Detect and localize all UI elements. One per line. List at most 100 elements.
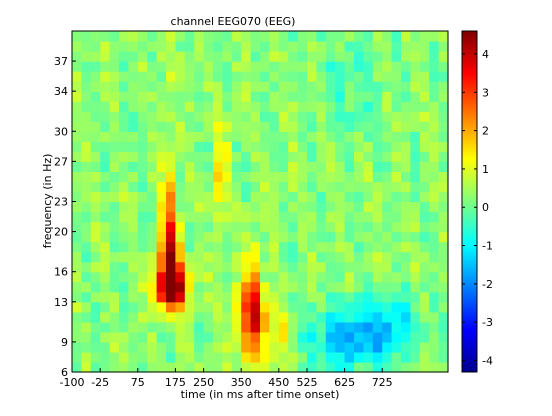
heatmap-cell (325, 281, 336, 293)
heatmap-cell (269, 91, 280, 102)
heatmap-cell (382, 101, 393, 112)
heatmap-cell (175, 191, 186, 203)
heatmap-cell (354, 131, 364, 142)
heatmap-cell (307, 321, 317, 333)
heatmap-cell (137, 41, 148, 52)
heatmap-cell (260, 41, 270, 52)
heatmap-cell (147, 241, 158, 253)
heatmap-cell (156, 61, 167, 72)
heatmap-cell (307, 231, 317, 243)
heatmap-cell (213, 191, 223, 203)
heatmap-cell (100, 281, 111, 293)
heatmap-cell (109, 111, 120, 122)
colorbar-tick-label: -2 (482, 278, 493, 291)
heatmap-cell (391, 271, 402, 283)
heatmap-cell (344, 51, 355, 62)
heatmap-cell (372, 61, 383, 72)
heatmap-cell (109, 151, 120, 162)
heatmap-cell (260, 141, 270, 152)
heatmap-cell (269, 141, 280, 152)
heatmap-cell (137, 281, 148, 293)
heatmap-cell (241, 131, 252, 142)
heatmap-cell (72, 31, 82, 42)
heatmap-cell (119, 141, 129, 152)
heatmap-cell (363, 71, 374, 82)
heatmap-cell (344, 161, 355, 173)
heatmap-cell (147, 171, 158, 183)
heatmap-cell (72, 141, 82, 152)
heatmap-cell (231, 91, 242, 102)
heatmap-cell (401, 131, 411, 142)
heatmap-cell (401, 91, 411, 102)
heatmap-cell (278, 301, 289, 313)
heatmap-cell (166, 131, 176, 142)
heatmap-cell (213, 251, 223, 263)
heatmap-cell (335, 111, 346, 122)
heatmap-cell (250, 141, 261, 152)
heatmap-cell (147, 61, 158, 72)
heatmap-cell (269, 351, 280, 363)
colorbar-tick-label: 3 (482, 86, 489, 99)
heatmap-cell (90, 301, 101, 313)
heatmap-cell (203, 361, 214, 373)
heatmap-cell (297, 161, 308, 173)
heatmap-cell (325, 101, 336, 112)
y-tick-label: 9 (61, 336, 68, 349)
heatmap-cell (288, 361, 299, 373)
heatmap-cell (109, 61, 120, 72)
heatmap-cell (354, 141, 364, 152)
heatmap-cell (307, 141, 317, 152)
heatmap-cell (81, 361, 92, 373)
heatmap-cell (278, 71, 289, 82)
heatmap-cell (269, 181, 280, 193)
heatmap-cell (410, 201, 421, 213)
heatmap-cell (194, 91, 205, 102)
heatmap-cell (316, 121, 327, 132)
heatmap-cell (438, 121, 449, 132)
heatmap-cell (175, 91, 186, 102)
heatmap-cell (250, 321, 261, 333)
y-tick-label: 13 (54, 296, 68, 309)
heatmap-cell (194, 311, 205, 323)
heatmap-cell (72, 101, 82, 112)
heatmap-cell (137, 221, 148, 233)
heatmap-cell (194, 111, 205, 122)
heatmap-cell (410, 151, 421, 162)
heatmap-cell (278, 331, 289, 343)
heatmap-cell (156, 171, 167, 183)
heatmap-cell (354, 351, 364, 363)
heatmap-cell (307, 201, 317, 213)
heatmap-cell (81, 51, 92, 62)
heatmap-cell (81, 231, 92, 243)
heatmap-cell (222, 91, 233, 102)
heatmap-cell (438, 101, 449, 112)
heatmap-cell (128, 141, 139, 152)
heatmap-cell (194, 71, 205, 82)
heatmap-cell (90, 161, 101, 173)
heatmap-cell (382, 271, 393, 283)
heatmap-cell (128, 131, 139, 142)
heatmap-cell (372, 201, 383, 213)
heatmap-cell (363, 321, 374, 333)
heatmap-cell (391, 221, 402, 233)
heatmap-cell (100, 301, 111, 313)
heatmap-cell (419, 181, 430, 193)
heatmap-cell (184, 161, 195, 173)
heatmap-cell (194, 81, 205, 92)
heatmap-cell (438, 211, 449, 223)
heatmap-cell (316, 81, 327, 92)
heatmap-cell (335, 161, 346, 173)
heatmap-cell (90, 151, 101, 162)
heatmap-cell (429, 291, 440, 303)
heatmap-cell (325, 221, 336, 233)
heatmap-cell (288, 211, 299, 223)
heatmap-cell (72, 211, 82, 223)
heatmap-cell (288, 171, 299, 183)
heatmap-cell (72, 161, 82, 173)
heatmap-cell (260, 131, 270, 142)
heatmap-cell (363, 121, 374, 132)
heatmap-cell (119, 281, 129, 293)
heatmap-cell (137, 141, 148, 152)
heatmap-cell (137, 121, 148, 132)
